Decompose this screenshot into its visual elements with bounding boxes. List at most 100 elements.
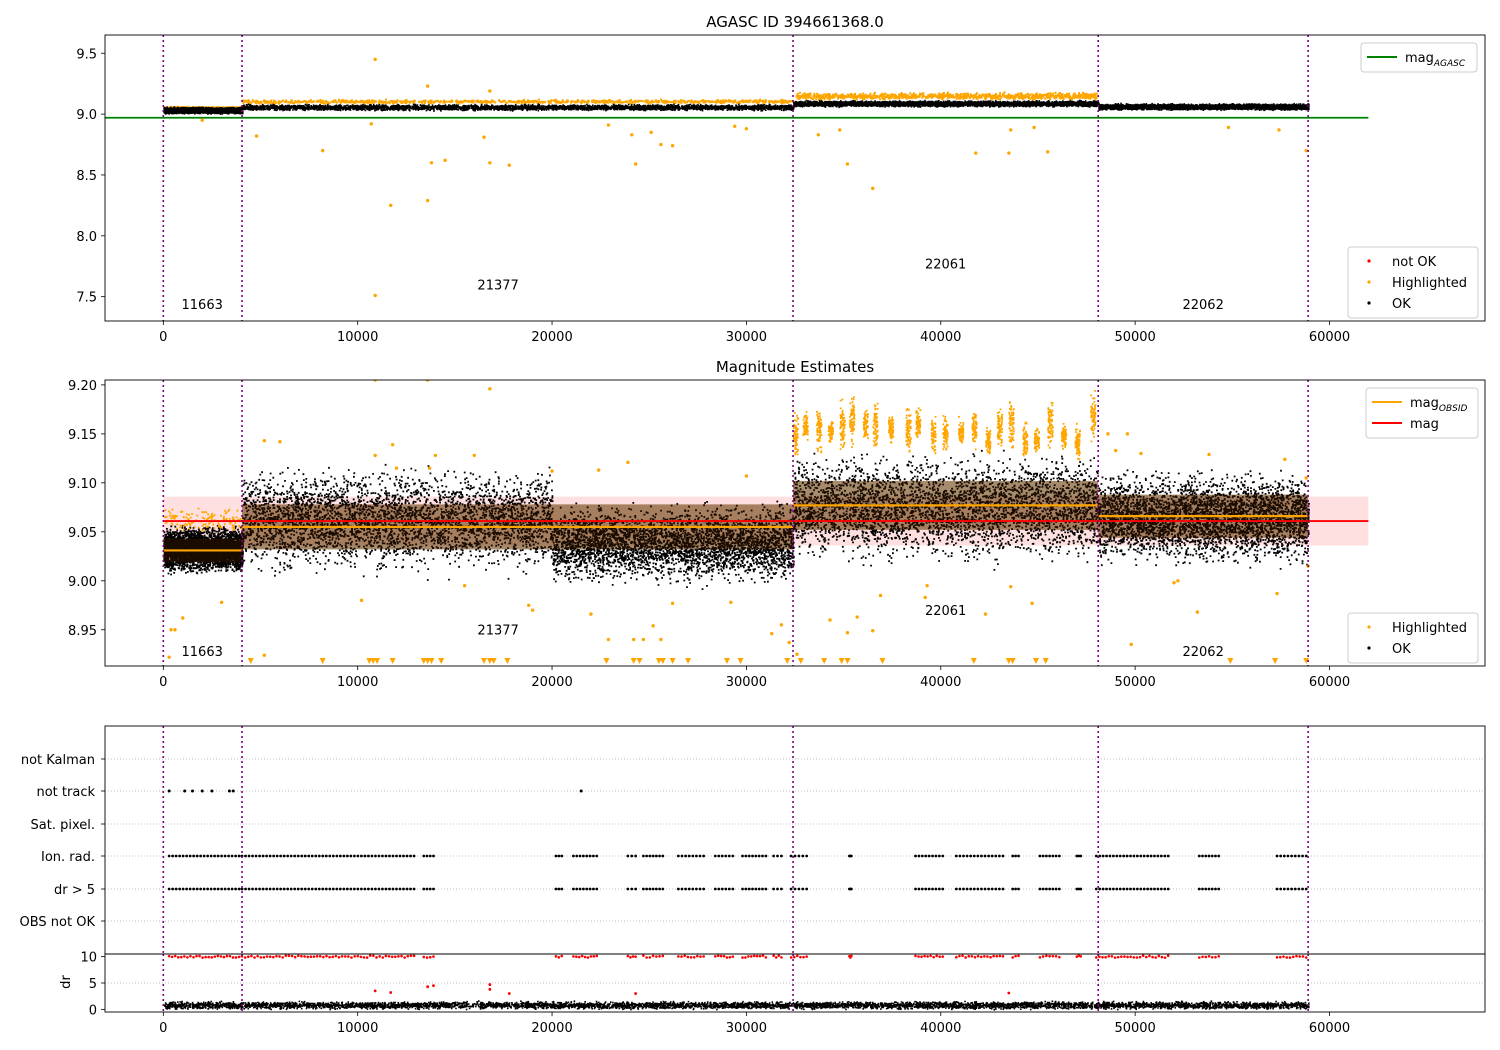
not-ok-point	[403, 956, 406, 959]
flag-point	[181, 854, 185, 858]
not-ok-point	[1151, 955, 1154, 959]
offscale-low-marker	[1303, 658, 1310, 664]
flag-point	[422, 854, 426, 858]
not-ok-point	[262, 955, 266, 959]
point-cloud	[242, 463, 554, 581]
flag-point	[1293, 887, 1297, 891]
flag-point	[405, 854, 409, 858]
flag-point	[648, 887, 652, 891]
highlighted-column	[1033, 427, 1041, 453]
offscale-low-marker	[1272, 658, 1279, 664]
flag-point	[1077, 854, 1081, 858]
flag-point	[761, 887, 764, 891]
flag-point	[328, 854, 332, 858]
point-cloud	[164, 507, 244, 532]
not-ok-point	[764, 956, 768, 959]
flag-point	[1197, 887, 1201, 891]
not-ok-point	[1104, 955, 1107, 959]
flag-point	[185, 854, 189, 858]
flag-point	[1044, 887, 1048, 891]
flag-point	[409, 854, 412, 858]
not-ok-point	[586, 956, 590, 959]
not-ok-point	[250, 954, 253, 958]
panel2-frame	[104, 379, 1486, 667]
not-ok-point	[722, 954, 726, 958]
flag-point	[307, 854, 311, 858]
flag-point	[934, 887, 938, 891]
x-tick-label: 0	[159, 1021, 167, 1036]
flag-point	[651, 854, 655, 858]
highlighted-column	[958, 415, 965, 444]
flag-point	[223, 854, 227, 858]
highlighted-point	[733, 124, 737, 128]
flag-point	[634, 854, 638, 858]
highlighted-point	[359, 598, 364, 603]
flag-point	[1201, 854, 1204, 858]
not-ok-point	[397, 955, 400, 958]
flag-point	[962, 854, 965, 858]
not-ok-point	[702, 955, 705, 958]
highlighted-point	[1009, 584, 1013, 589]
flag-point	[702, 854, 706, 858]
flag-point	[363, 854, 367, 858]
highlighted-point	[845, 630, 850, 635]
x-tick-label: 40000	[920, 330, 961, 345]
flag-point	[314, 854, 318, 858]
not-ok-point	[300, 954, 303, 958]
x-tick-label: 20000	[531, 330, 572, 345]
flag-point	[717, 854, 721, 858]
flag-point	[352, 854, 356, 858]
flag-point	[167, 854, 171, 858]
not-ok-point	[425, 956, 429, 959]
not-ok-point	[507, 992, 511, 995]
not-ok-point	[318, 954, 322, 958]
offscale-low-marker	[655, 658, 662, 664]
flag-point	[924, 854, 928, 858]
flag-point	[972, 854, 976, 858]
flag-point	[958, 887, 962, 891]
point-cloud	[942, 415, 949, 451]
not-ok-point	[234, 956, 238, 959]
not-ok-point	[167, 954, 171, 958]
highlighted-point	[1195, 610, 1200, 614]
flag-point	[206, 887, 210, 891]
not-ok-point	[755, 954, 759, 958]
point-cloud	[1060, 423, 1068, 450]
not-ok-point	[1075, 955, 1079, 958]
flag-point	[185, 887, 189, 891]
flag-point	[1017, 887, 1020, 891]
offscale-low-marker	[636, 658, 643, 664]
flag-point	[687, 887, 691, 891]
not-ok-point	[725, 956, 729, 959]
flag-point	[200, 789, 204, 793]
highlighted-column	[1047, 401, 1054, 449]
flag-point	[691, 887, 695, 891]
flag-point	[658, 854, 661, 858]
flag-point	[381, 887, 384, 891]
flag-row-label: OBS not OK	[20, 915, 96, 930]
not-ok-point	[1017, 954, 1020, 958]
legend-label: not OK	[1392, 255, 1437, 270]
not-ok-point	[926, 955, 929, 958]
not-ok-point	[1098, 955, 1101, 959]
not-ok-point	[1304, 956, 1308, 959]
not-ok-point	[1048, 954, 1051, 958]
offscale-low-marker	[879, 658, 886, 664]
y-tick-label: 9.15	[68, 428, 97, 443]
flag-point	[661, 854, 665, 858]
flag-point	[789, 887, 793, 891]
flag-point	[1297, 887, 1301, 891]
flag-point	[171, 887, 175, 891]
highlighted-point	[795, 652, 799, 656]
highlighted-point	[1304, 476, 1308, 480]
not-ok-point	[983, 954, 986, 958]
point-cloud	[915, 407, 922, 438]
flag-point	[1098, 887, 1102, 891]
flag-point	[1122, 854, 1126, 858]
not-ok-point	[560, 954, 564, 958]
x-tick-label: 0	[159, 675, 167, 690]
flag-point	[1166, 854, 1170, 858]
flag-point	[578, 887, 582, 891]
flag-point	[1282, 854, 1286, 858]
